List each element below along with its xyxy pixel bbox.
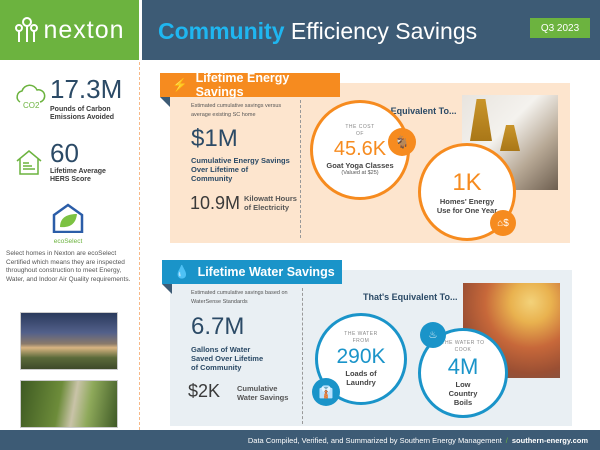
kwh-label: Kilowatt Hours of Electricity	[244, 194, 297, 212]
water-header: 💧 Lifetime Water Savings	[162, 260, 342, 284]
column-divider	[139, 62, 140, 430]
hers-label: Lifetime Average HERS Score	[50, 168, 106, 183]
pot-icon: ♨	[420, 322, 446, 348]
footer-link[interactable]: southern-energy.com	[511, 435, 588, 445]
water-subtitle: Estimated cumulative savings based on Wa…	[191, 290, 288, 305]
energy-header: ⚡ Lifetime Energy Savings	[160, 71, 340, 99]
header: Community Efficiency Savings Q3 2023	[142, 0, 600, 60]
logo-text: nexton	[43, 15, 125, 44]
trail-photo	[20, 380, 118, 428]
water-gallons-label: Gallons of Water Saved Over Lifetime of …	[191, 345, 264, 372]
carbon-value: 17.3M	[50, 74, 123, 104]
page-title: Community Efficiency Savings	[158, 18, 478, 44]
house-dollar-icon: ⌂$	[490, 210, 516, 236]
ribbon-fold	[162, 284, 172, 294]
energy-savings-value: $1M	[191, 125, 238, 152]
energy-equiv-title: That's Equivalent To...	[362, 106, 457, 116]
kwh-value: 10.9M	[190, 193, 241, 213]
hers-value: 60	[50, 138, 79, 168]
footer-credit: Data Compiled, Verified, and Summarized …	[247, 435, 502, 445]
water-money-label: Cumulative Water Savings	[237, 384, 289, 402]
energy-divider	[300, 100, 301, 238]
water-equiv-title: That's Equivalent To...	[363, 292, 458, 302]
period-badge: Q3 2023	[530, 18, 590, 38]
laundry-circle: THE WATER FROM 290K Loads of Laundry	[315, 313, 407, 405]
homes-energy-circle: 1K Homes' Energy Use for One Year	[418, 143, 516, 241]
goat-icon: 🐐	[388, 128, 416, 156]
nexton-logo: nexton	[0, 0, 139, 60]
water-drop-icon: 💧	[174, 264, 190, 279]
goat-yoga-circle: THE COST OF 45.6K Goat Yoga Classes (Val…	[310, 100, 410, 200]
shirt-icon: 👔	[312, 378, 340, 406]
trees-icon	[15, 17, 39, 42]
leaf-house-icon	[52, 203, 84, 234]
low-country-boil-circle: THE WATER TO COOK 4M Low Country Boils	[418, 328, 508, 418]
water-divider	[302, 288, 303, 424]
ecoselect-logo: ecoSelect	[50, 203, 86, 245]
ecoselect-description: Select homes in Nexton are ecoSelect Cer…	[6, 250, 131, 283]
svg-text:CO2: CO2	[23, 101, 40, 110]
footer-separator: /	[505, 435, 508, 445]
ribbon-fold	[160, 97, 170, 107]
water-gallons-value: 6.7M	[191, 313, 245, 340]
homes-photo	[20, 312, 118, 370]
water-money-value: $2K	[188, 381, 221, 401]
lightning-icon: ⚡	[172, 77, 188, 92]
energy-savings-label: Cumulative Energy Savings Over Lifetime …	[191, 156, 290, 183]
house-icon	[16, 150, 42, 175]
co2-cloud-icon: CO2	[16, 84, 46, 110]
footer: Data Compiled, Verified, and Summarized …	[0, 430, 600, 450]
carbon-label: Pounds of Carbon Emissions Avoided	[50, 106, 115, 121]
energy-subtitle: Estimated cumulative savings versus aver…	[191, 103, 282, 118]
